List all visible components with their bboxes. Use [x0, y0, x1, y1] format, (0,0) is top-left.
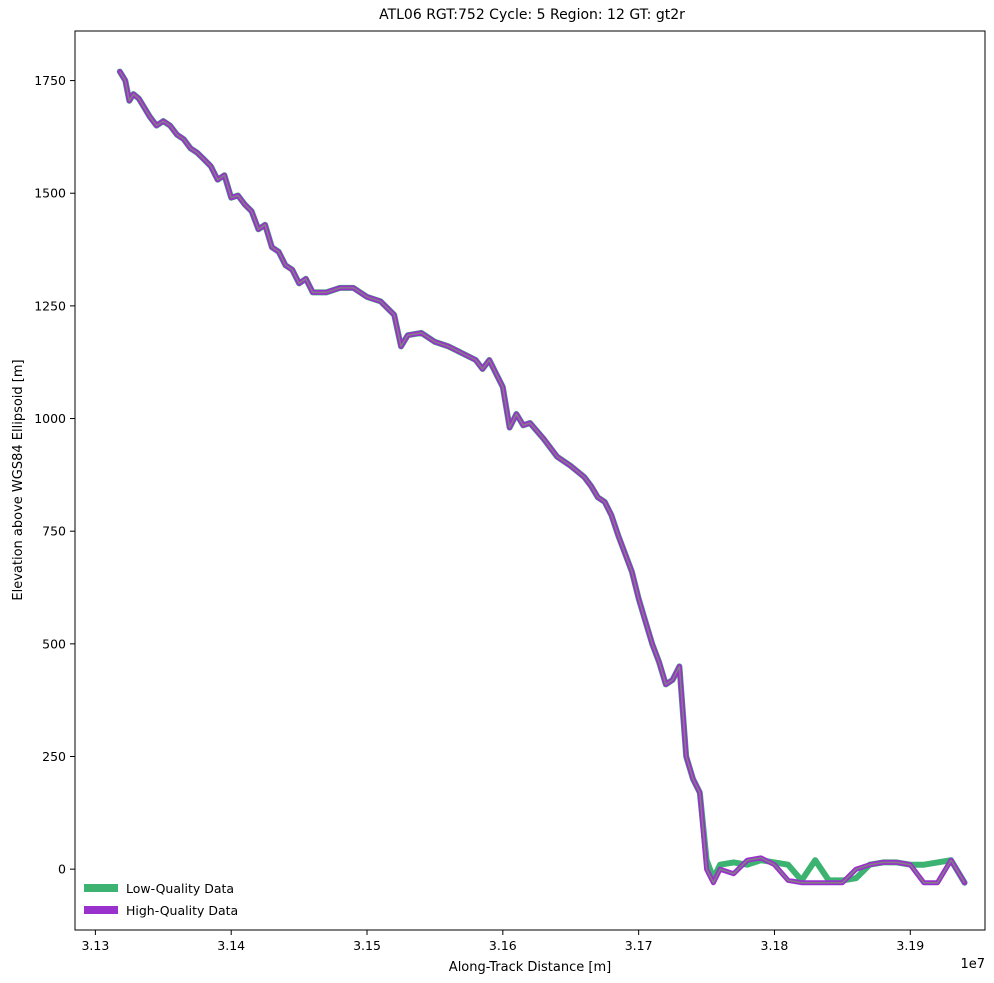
x-axis-label: Along-Track Distance [m] — [449, 960, 611, 975]
legend: Low-Quality Data High-Quality Data — [84, 881, 238, 918]
legend-label-low-quality: Low-Quality Data — [126, 881, 234, 896]
series-layer — [116, 68, 968, 886]
y-axis-label: Elevation above WGS84 Ellipsoid [m] — [11, 359, 26, 600]
x-tick-label: 3.14 — [217, 938, 245, 953]
y-tick-label: 1750 — [34, 73, 66, 88]
x-tick-label: 3.13 — [81, 938, 109, 953]
x-tick-label: 3.17 — [625, 938, 653, 953]
y-tick-label: 1000 — [34, 411, 66, 426]
legend-label-high-quality: High-Quality Data — [126, 903, 238, 918]
x-axis: 3.13 3.14 3.15 3.16 3.17 3.18 3.19 — [81, 930, 924, 953]
series-center-line — [119, 71, 966, 884]
y-tick-label: 0 — [58, 862, 66, 877]
y-tick-label: 750 — [42, 524, 66, 539]
x-tick-label: 3.16 — [489, 938, 517, 953]
y-tick-label: 500 — [42, 636, 66, 651]
plot-area — [74, 30, 986, 931]
y-tick-label: 250 — [42, 749, 66, 764]
y-tick-label: 1250 — [34, 298, 66, 313]
chart-title: ATL06 RGT:752 Cycle: 5 Region: 12 GT: gt… — [379, 7, 685, 23]
x-tick-label: 3.15 — [353, 938, 381, 953]
y-axis: 0 250 500 750 1000 1250 1500 1750 — [34, 73, 75, 877]
y-tick-label: 1500 — [34, 186, 66, 201]
plot-frame — [74, 30, 986, 931]
x-tick-label: 3.18 — [761, 938, 789, 953]
x-tick-label: 3.19 — [896, 938, 924, 953]
x-offset-label: 1e7 — [960, 957, 985, 972]
